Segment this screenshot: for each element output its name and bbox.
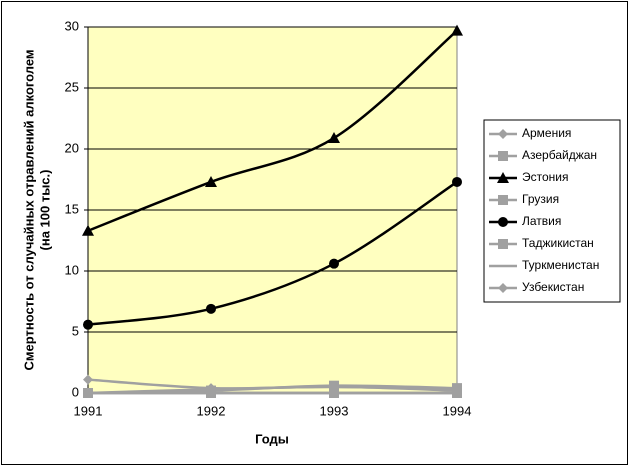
y-tick-label: 0 xyxy=(72,384,79,399)
legend: Армения Азербайджан Эстония Грузия Латвия Тад… xyxy=(483,119,621,303)
series-line xyxy=(87,29,458,232)
marker xyxy=(328,132,340,144)
y-axis-title: (на 100 тыс.) xyxy=(37,170,52,251)
legend-label: Таджикистан xyxy=(522,236,594,250)
marker xyxy=(206,303,216,314)
x-tick-label: 1991 xyxy=(74,403,103,418)
marker xyxy=(452,384,462,395)
x-axis-title: Годы xyxy=(255,431,289,446)
marker xyxy=(82,224,94,236)
marker xyxy=(83,374,93,385)
y-tick-label: 5 xyxy=(72,323,79,338)
marker xyxy=(329,258,339,269)
marker xyxy=(498,151,508,161)
series-line xyxy=(87,378,458,391)
legend-label: Армения xyxy=(522,126,571,140)
x-tick-label: 1992 xyxy=(197,403,226,418)
marker xyxy=(498,217,508,227)
marker xyxy=(451,24,463,36)
legend-label: Грузия xyxy=(522,192,559,206)
y-tick-label: 30 xyxy=(65,18,79,33)
legend-label: Туркменистан xyxy=(522,258,599,272)
legend-label: Эстония xyxy=(522,170,569,184)
x-tick-label: 1993 xyxy=(320,403,349,418)
marker xyxy=(498,195,508,205)
y-tick-label: 25 xyxy=(65,79,79,94)
y-tick-label: 15 xyxy=(65,201,79,216)
marker xyxy=(452,176,462,187)
y-axis-title: Смертность от случайных отравлений алког… xyxy=(21,49,36,370)
marker xyxy=(498,283,508,293)
y-tick-label: 10 xyxy=(65,262,79,277)
legend-label: Латвия xyxy=(522,214,561,228)
legend-label: Азербайджан xyxy=(522,148,597,162)
marker xyxy=(205,175,217,187)
x-tick-label: 1994 xyxy=(443,403,472,418)
marker xyxy=(498,239,508,249)
y-tick-label: 20 xyxy=(65,140,79,155)
marker xyxy=(329,381,339,392)
legend-box xyxy=(483,119,621,303)
marker xyxy=(83,319,93,330)
marker xyxy=(206,383,216,394)
series-line xyxy=(87,180,458,326)
legend-label: Узбекистан xyxy=(522,280,584,294)
marker xyxy=(497,172,509,183)
marker xyxy=(498,129,508,139)
